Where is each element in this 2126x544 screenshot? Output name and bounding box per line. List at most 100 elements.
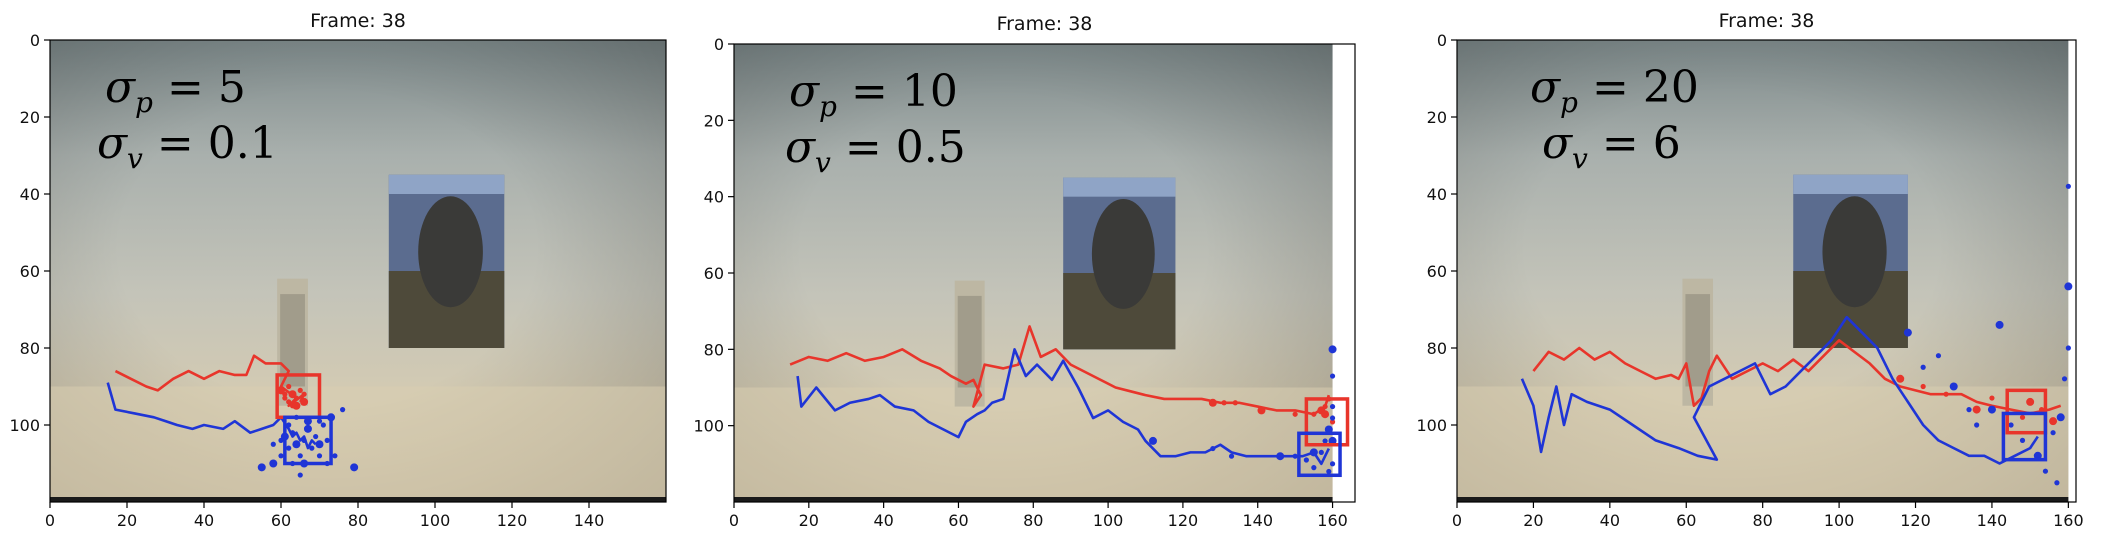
frame-bottom-edge [734, 497, 1333, 502]
poster-sky [1063, 177, 1176, 197]
blue-particle-point [1903, 328, 1912, 337]
blue-particle-point [324, 437, 330, 443]
red-particle-point [1920, 383, 1926, 390]
video-frame-image [734, 44, 1333, 502]
red-particle-point [2019, 414, 2026, 420]
blue-particle-point [1292, 453, 1298, 459]
frame-bottom-edge [1457, 497, 2069, 502]
blue-particle-point [316, 453, 323, 459]
panel-title: Frame: 38 [310, 10, 406, 32]
x-tick-label: 40 [1600, 511, 1620, 530]
red-particle-point [282, 395, 288, 401]
y-tick-label: 80 [20, 339, 40, 358]
red-particle-point [286, 383, 292, 390]
red-particle-point [286, 399, 292, 405]
tracks [106, 354, 359, 478]
tracks [1520, 183, 2073, 486]
y-tick-label: 0 [1437, 31, 1447, 50]
red-particle-point [1989, 395, 1995, 401]
floor-band [50, 386, 666, 502]
sigma-v-annotation: σv = 0.1 [97, 118, 278, 175]
blue-particle-point [1329, 403, 1336, 410]
x-tick-label: 20 [117, 511, 137, 530]
y-tick-label: 40 [704, 188, 724, 207]
blue-particle-point [257, 463, 266, 472]
blue-particle-point [1276, 452, 1285, 461]
blue-particle-point [278, 437, 284, 443]
blue-particle-point [2061, 376, 2068, 382]
blue-particle-point [1318, 449, 1324, 455]
panel-2: 0 20 40 60 80 100 120 140 160 0 20 40 60 80 100 Frame: … [693, 13, 1356, 530]
frame-bottom-edge [50, 497, 666, 502]
y-tick-label: 100 [9, 416, 40, 435]
poster-dome [1091, 198, 1155, 309]
blue-particle-point [350, 463, 359, 472]
blue-particle-point [2065, 345, 2071, 351]
x-tick-label: 60 [948, 511, 968, 530]
y-tick-label: 100 [1416, 416, 1447, 435]
blue-particle-point [1148, 436, 1157, 445]
blue-bounding-box [2001, 411, 2048, 462]
blue-particle-point [2042, 468, 2049, 474]
x-tick-label: 20 [1523, 511, 1543, 530]
blue-particle-point [1328, 345, 1337, 354]
red-particle-point [1896, 374, 1905, 383]
y-tick-label: 80 [1427, 339, 1447, 358]
x-tick-label: 100 [1824, 511, 1855, 530]
y-tick-label: 100 [693, 417, 724, 436]
blue-particle-point [1974, 422, 1980, 428]
bottle-label [280, 294, 305, 387]
panel-title: Frame: 38 [997, 13, 1093, 35]
blue-particle-point [313, 433, 319, 440]
x-tick-label: 140 [1977, 511, 2008, 530]
red-track-line [789, 325, 1331, 416]
x-tick-label: 20 [799, 511, 819, 530]
blue-particle-point [1995, 320, 2004, 329]
blue-particle-point [297, 472, 303, 478]
y-tick-label: 60 [20, 262, 40, 281]
blue-particle-point [1920, 364, 1926, 370]
blue-particle-point [292, 440, 301, 449]
red-particle-point [1329, 419, 1336, 425]
x-tick-label: 120 [1900, 511, 1931, 530]
red-track-line [1532, 338, 2062, 415]
blue-particle-point [289, 430, 296, 436]
red-particle-point [297, 387, 303, 393]
blue-particle-point [1303, 457, 1309, 463]
blue-particle-point [340, 407, 346, 413]
red-particle-point [1321, 410, 1330, 419]
tracks [789, 325, 1350, 478]
video-frame-image [50, 40, 666, 502]
poster-dome [1822, 196, 1887, 308]
x-tick-label: 0 [729, 511, 739, 530]
red-particle-point [1257, 406, 1266, 415]
panel-3: 0 20 40 60 80 100 120 140 160 0 20 40 60 80 100 Frame: … [1416, 10, 2083, 530]
y-tick-label: 0 [714, 35, 724, 54]
x-tick-label: 160 [1317, 511, 1348, 530]
y-tick-label: 0 [30, 31, 40, 50]
red-bounding-box [1304, 397, 1350, 447]
blue-track-line [1520, 315, 2039, 465]
x-tick-label: 140 [1242, 511, 1273, 530]
blue-particle-point [286, 422, 292, 428]
floor-band [734, 387, 1333, 502]
floor-band [1457, 386, 2069, 502]
blue-particle-point [1935, 353, 1942, 359]
x-tick-label: 100 [420, 511, 451, 530]
red-particle-point [1943, 391, 1949, 397]
blue-particle-point [316, 418, 323, 424]
poster-dome [418, 196, 483, 308]
blue-particle-point [1329, 415, 1336, 421]
x-tick-label: 80 [1752, 511, 1772, 530]
red-particle-point [301, 391, 307, 397]
blue-particle-point [1987, 405, 1996, 414]
sigma-p-annotation: σp = 10 [789, 66, 958, 123]
blue-particle-point [2050, 430, 2056, 436]
panel-1: 0 20 40 60 80 100 120 140 0 20 40 60 80 100 Frame: 38 σ… [9, 10, 667, 530]
red-particle-point [2026, 397, 2035, 406]
blue-particle-point [303, 424, 312, 433]
x-tick-label: 60 [271, 511, 291, 530]
y-tick-label: 40 [1427, 185, 1447, 204]
blue-particle-point [1311, 465, 1317, 471]
sigma-p-annotation: σp = 20 [1530, 62, 1699, 119]
